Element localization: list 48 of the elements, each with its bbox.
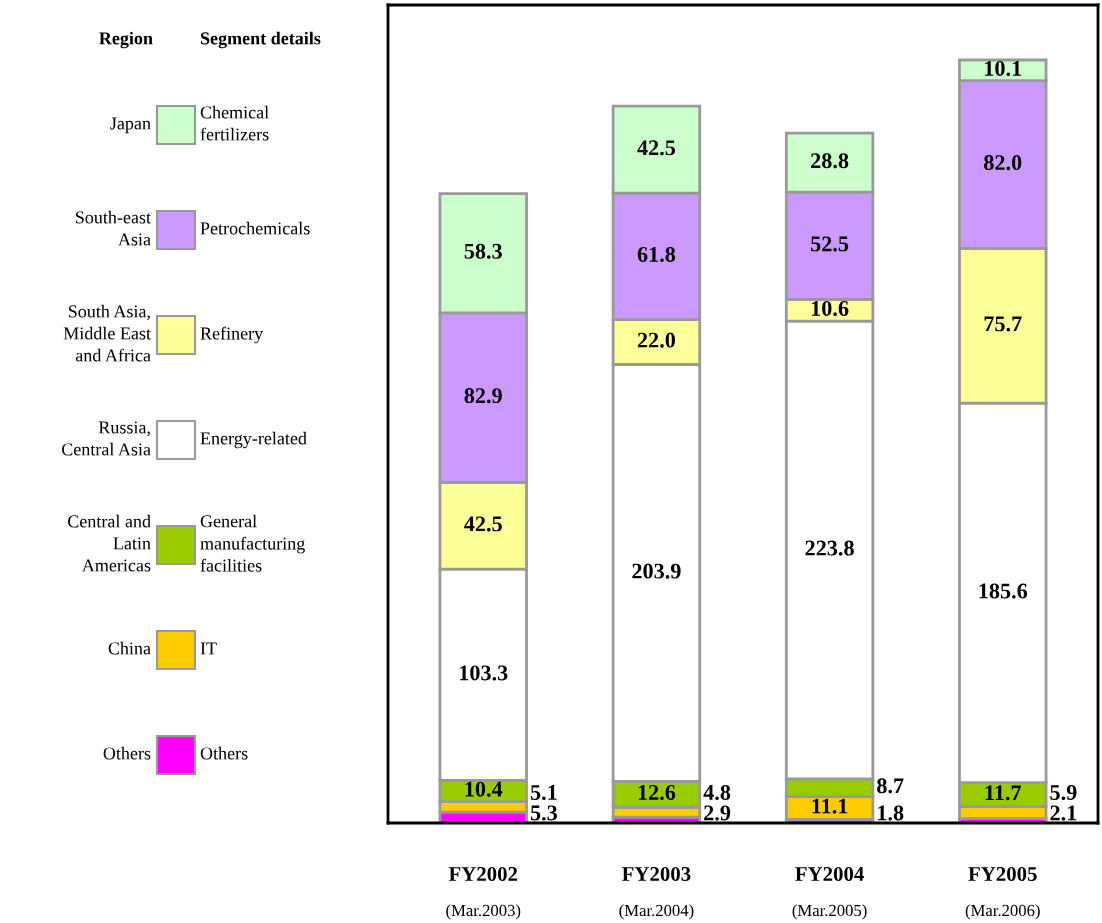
legend-label: Chemical fertilizers: [200, 105, 269, 141]
data-label: 10.6: [811, 300, 849, 316]
text: China: [108, 641, 151, 655]
data-label: 42.5: [637, 140, 676, 156]
text: Region: [99, 31, 153, 49]
data-label: 203.9: [632, 563, 681, 579]
legend-label: IT: [200, 642, 217, 655]
data-label: 1.8: [878, 805, 904, 821]
data-label: 75.7: [984, 316, 1022, 332]
legend-label: Petrochemicals: [200, 221, 310, 235]
data-label: 2.1: [1050, 805, 1077, 821]
legend-label: General manufacturing facilities: [200, 514, 305, 572]
text: South-east Asia: [75, 210, 151, 246]
data-label: 11.1: [812, 798, 848, 814]
data-label: 5.9: [1050, 785, 1077, 801]
data-label: 58.3: [464, 243, 502, 259]
data-label: 28.8: [811, 153, 849, 169]
data-label: 82.0: [984, 155, 1022, 171]
data-label: 82.9: [464, 388, 502, 404]
data-label: 185.6: [979, 583, 1028, 599]
data-label: 12.6: [638, 785, 676, 801]
data-label: 103.3: [460, 665, 508, 681]
data-label: 11.7: [985, 785, 1022, 801]
text: Others: [103, 746, 151, 760]
data-label: 5.1: [530, 785, 557, 801]
data-label: 8.7: [877, 778, 904, 794]
data-label: 4.8: [703, 784, 731, 801]
legend-label: Others: [200, 746, 248, 760]
data-label: 5.3: [530, 805, 558, 821]
data-label: 22.0: [637, 332, 676, 348]
text: Central and Latin Americas: [68, 514, 151, 572]
text: South Asia, Middle East and Africa: [63, 304, 151, 362]
data-label: 42.5: [464, 516, 502, 532]
legend-title: Segment details: [200, 31, 321, 49]
data-label: 52.5: [811, 236, 849, 252]
legend-label: Energy-related: [200, 431, 307, 449]
data-label: 223.8: [805, 540, 854, 556]
data-label: 10.1: [985, 60, 1022, 76]
text: Russia, Central Asia: [61, 421, 151, 456]
data-label: 2.9: [704, 805, 731, 821]
text: Japan: [110, 117, 151, 134]
legend-label: Refinery: [200, 326, 264, 344]
x-tick-label: FY2004 (Mar.2005): [792, 866, 867, 920]
data-label: 10.4: [465, 781, 503, 797]
x-tick-label: FY2005 (Mar.2006): [965, 866, 1040, 920]
x-tick-label: FY2003 (Mar.2004): [619, 866, 694, 920]
x-tick-label: FY2002 (Mar.2003): [446, 866, 521, 920]
data-label: 61.8: [637, 246, 676, 262]
